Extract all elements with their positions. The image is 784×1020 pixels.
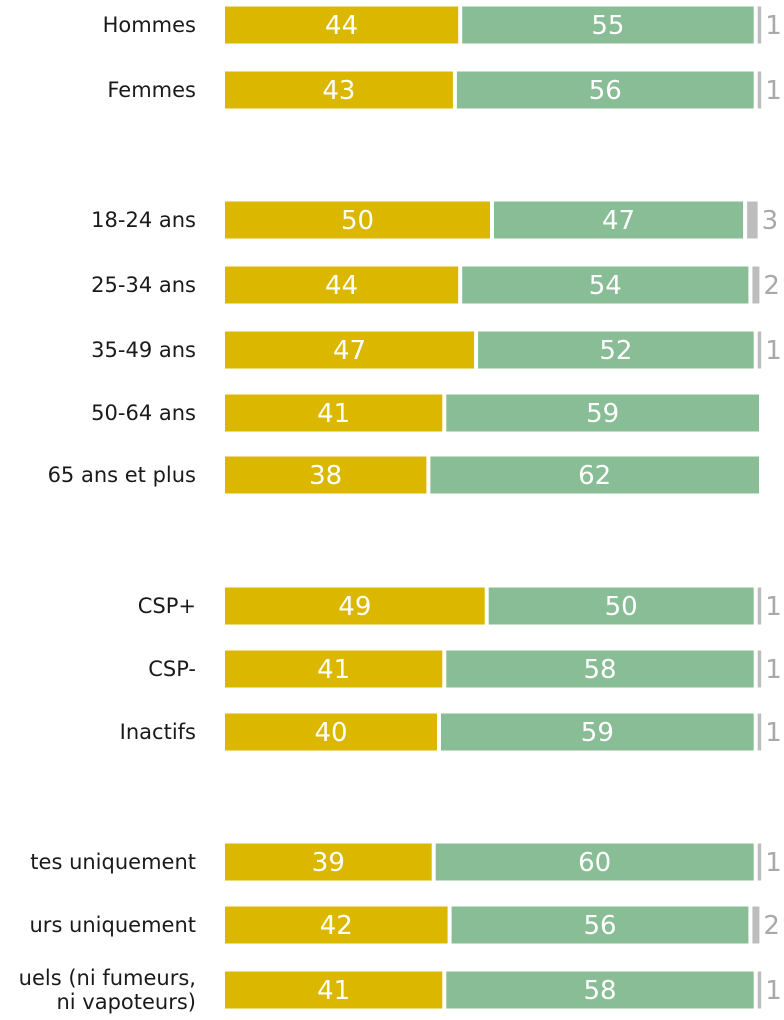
bar-segment: [225, 266, 459, 304]
data-label: 41: [317, 976, 350, 1006]
bar-segment: [225, 456, 427, 494]
category-label: Femmes: [107, 78, 196, 102]
category-label: 65 ans et plus: [48, 463, 196, 487]
data-label: 1: [765, 848, 782, 878]
category-label: CSP-: [148, 657, 196, 681]
data-label: 47: [602, 206, 635, 236]
data-label: 44: [325, 271, 358, 301]
data-label: 59: [586, 399, 619, 429]
bar-segment: [435, 843, 754, 881]
bar-segment: [757, 971, 762, 1009]
data-label: 2: [763, 271, 780, 301]
data-label: 52: [599, 336, 632, 366]
data-label: 2: [763, 911, 780, 941]
data-label: 59: [581, 718, 614, 748]
category-label: 50-64 ans: [91, 401, 196, 425]
bar-segment: [430, 456, 759, 494]
bar-segment: [752, 266, 760, 304]
data-label: 60: [578, 848, 611, 878]
bar-segment: [225, 394, 443, 432]
data-label: 56: [583, 911, 616, 941]
data-label: 50: [341, 206, 374, 236]
bar-segment: [225, 587, 485, 625]
bar-segment: [225, 843, 432, 881]
bar-segment: [225, 201, 490, 239]
category-label: uels (ni fumeurs,: [19, 966, 196, 990]
bar-segment: [225, 650, 443, 688]
bar-segment: [488, 587, 754, 625]
bar-segment: [225, 713, 437, 751]
bar-segment: [225, 971, 443, 1009]
bar-segment: [225, 906, 448, 944]
category-label: 35-49 ans: [91, 338, 196, 362]
data-label: 38: [309, 461, 342, 491]
category-label: urs uniquement: [30, 913, 197, 937]
data-label: 3: [762, 206, 779, 236]
bar-segment: [757, 713, 762, 751]
data-label: 47: [333, 336, 366, 366]
category-label: 18-24 ans: [91, 208, 196, 232]
data-label: 41: [317, 399, 350, 429]
data-label: 49: [338, 592, 371, 622]
bar-segment: [225, 331, 475, 369]
data-label: 1: [765, 336, 782, 366]
bar-segment: [757, 6, 762, 44]
bar-segment: [494, 201, 744, 239]
data-label: 43: [322, 76, 355, 106]
data-label: 1: [765, 11, 782, 41]
data-label: 1: [765, 76, 782, 106]
data-label: 40: [314, 718, 347, 748]
bar-segment: [757, 71, 762, 109]
bar-segment: [225, 71, 453, 109]
data-label: 1: [765, 655, 782, 685]
bar-segment: [456, 71, 754, 109]
data-label: 42: [320, 911, 353, 941]
category-label: CSP+: [138, 594, 196, 618]
data-label: 54: [589, 271, 622, 301]
bar-segment: [757, 587, 762, 625]
data-label: 44: [325, 11, 358, 41]
bar-segment: [446, 971, 754, 1009]
data-label: 1: [765, 718, 782, 748]
bar-segment: [478, 331, 754, 369]
data-label: 62: [578, 461, 611, 491]
bar-segment: [451, 906, 749, 944]
category-label: tes uniquement: [30, 850, 196, 874]
data-label: 58: [583, 976, 616, 1006]
data-label: 55: [591, 11, 624, 41]
data-label: 1: [765, 976, 782, 1006]
data-label: 39: [312, 848, 345, 878]
category-label: ni vapoteurs): [56, 990, 196, 1014]
bar-segment: [757, 331, 762, 369]
bar-segment: [446, 394, 759, 432]
data-label: 58: [583, 655, 616, 685]
bar-segment: [441, 713, 754, 751]
bar-segment: [462, 6, 754, 44]
bar-segment: [757, 650, 762, 688]
data-label: 41: [317, 655, 350, 685]
bar-segment: [747, 201, 758, 239]
data-label: 50: [605, 592, 638, 622]
bar-segment: [462, 266, 749, 304]
category-label: Hommes: [103, 13, 196, 37]
category-label: 25-34 ans: [91, 273, 196, 297]
bar-segment: [225, 6, 459, 44]
bar-segment: [446, 650, 754, 688]
data-label: 56: [589, 76, 622, 106]
bar-segment: [752, 906, 760, 944]
data-label: 1: [765, 592, 782, 622]
bar-segment: [757, 843, 762, 881]
category-label: Inactifs: [120, 720, 196, 744]
